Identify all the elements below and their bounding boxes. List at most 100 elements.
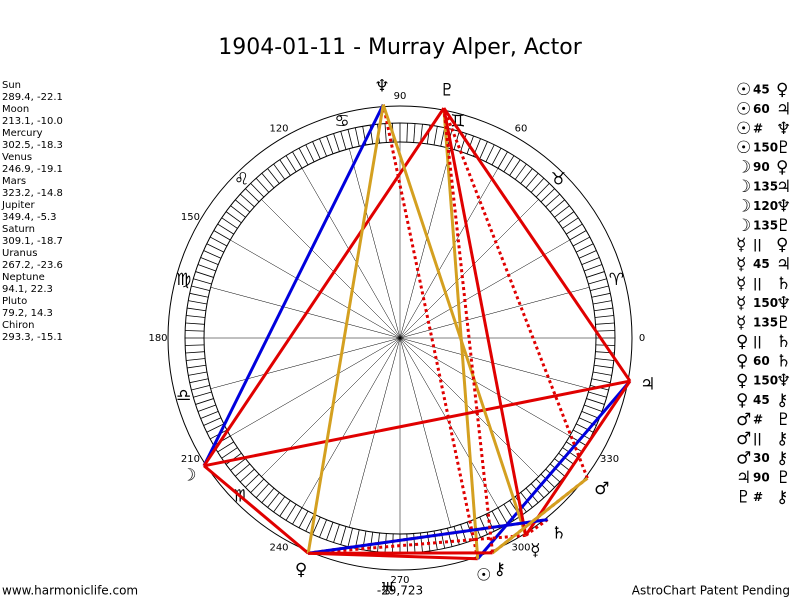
- aspect-right: ♄: [776, 274, 791, 294]
- footer-center: -29,723: [377, 584, 423, 598]
- aspect-right: ♇: [776, 468, 791, 488]
- ring-tick: [588, 278, 607, 285]
- planet-position: 323.2, -14.8: [2, 188, 63, 199]
- planet-name: Uranus: [2, 248, 37, 259]
- aspect-left: ☿: [736, 274, 746, 294]
- aspect-label: 45: [753, 83, 770, 97]
- aspect-left: ☽: [736, 158, 751, 178]
- ring-tick: [187, 364, 206, 369]
- ring-tick: [549, 199, 565, 213]
- ring-tick: [413, 123, 416, 143]
- aspect-left: ☉: [736, 119, 751, 139]
- ring-tick: [333, 524, 340, 543]
- zodiac-sign: ♈: [609, 270, 624, 290]
- ring-tick: [509, 159, 521, 176]
- aspect-line: [524, 380, 632, 537]
- ring-tick: [239, 193, 255, 208]
- ring-tick: [340, 131, 347, 150]
- ring-tick: [185, 344, 205, 346]
- planet-position: 246.9, -19.1: [2, 164, 63, 175]
- aspect-line: [442, 107, 589, 479]
- planet-position: 213.1, -10.0: [2, 116, 63, 127]
- spoke: [301, 337, 401, 508]
- planet-glyph: ♇: [440, 80, 455, 100]
- planet-name: Jupiter: [1, 200, 35, 211]
- aspect-left: ♀: [736, 371, 748, 391]
- planet-glyph: ☉: [476, 566, 491, 586]
- ring-tick: [186, 315, 206, 318]
- planet-name: Mars: [2, 176, 26, 187]
- ring-tick: [572, 429, 591, 440]
- ring-tick: [514, 163, 527, 180]
- ring-tick: [312, 141, 321, 160]
- planet-position: 302.5, -18.3: [2, 140, 63, 151]
- ring-tick: [267, 492, 280, 508]
- ring-tick: [562, 217, 579, 229]
- planet-glyph: ☽: [181, 466, 196, 486]
- ring-tick: [292, 507, 303, 525]
- aspect-label: 150: [753, 374, 778, 388]
- aspect-line: [442, 108, 480, 559]
- planet-glyph: ☿: [530, 541, 540, 561]
- aspect-line: [203, 464, 310, 555]
- ring-tick: [245, 473, 260, 488]
- aspect-right: ♃: [776, 255, 791, 275]
- ring-tick: [279, 500, 291, 517]
- ring-tick: [558, 211, 575, 224]
- degree-label: 300: [511, 543, 530, 554]
- ring-tick: [285, 155, 297, 172]
- ring-tick: [554, 458, 570, 471]
- ring-tick: [312, 516, 321, 535]
- aspect-line: [442, 107, 632, 382]
- ring-tick: [591, 378, 611, 384]
- ring-tick: [535, 183, 550, 198]
- aspect-left: ☉: [736, 80, 751, 100]
- ring-tick: [193, 391, 212, 398]
- ring-tick: [384, 123, 387, 143]
- aspect-left: ♇: [736, 487, 751, 507]
- ring-tick: [245, 188, 260, 203]
- spoke: [301, 168, 401, 339]
- ring-tick: [319, 519, 327, 538]
- aspect-right: ♀: [776, 158, 788, 178]
- ring-tick: [575, 423, 594, 433]
- aspect-label: 30: [753, 451, 770, 465]
- degree-label: 270: [390, 575, 409, 586]
- aspect-label: 90: [753, 160, 770, 174]
- spoke: [399, 337, 451, 528]
- ring-tick: [479, 141, 488, 160]
- ring-tick: [197, 264, 216, 272]
- zodiac-sign: ♎: [176, 386, 191, 406]
- planet-glyph: ♂: [594, 479, 609, 499]
- ring-tick: [197, 404, 216, 412]
- ring-tick: [292, 151, 303, 169]
- ring-tick: [230, 205, 246, 218]
- planet-glyph: ⚷: [493, 559, 505, 579]
- ring-tick: [595, 322, 615, 325]
- aspect-right: ⚷: [776, 449, 788, 469]
- ring-tick: [191, 385, 210, 391]
- aspect-left: ♀: [736, 390, 748, 410]
- aspect-left: ♂: [736, 410, 751, 430]
- ring-tick: [305, 144, 315, 163]
- ring-tick: [592, 371, 612, 376]
- planet-glyph: ♃: [640, 374, 655, 394]
- ring-tick: [347, 528, 353, 547]
- ring-tick: [185, 330, 205, 332]
- ring-tick: [558, 452, 575, 465]
- ring-tick: [239, 468, 255, 483]
- degree-label: 90: [394, 91, 407, 102]
- ring-tick: [406, 123, 408, 143]
- planet-position: 309.1, -18.7: [2, 236, 63, 247]
- aspect-label: 135: [753, 218, 778, 232]
- planet-name: Mercury: [2, 128, 43, 139]
- planet-position: 349.4, -5.3: [2, 212, 57, 223]
- ring-tick: [578, 250, 597, 259]
- aspect-line: [203, 379, 631, 468]
- ring-tick: [594, 315, 614, 318]
- ring-tick: [540, 473, 555, 488]
- ring-tick: [479, 516, 488, 535]
- ring-tick: [530, 177, 545, 193]
- aspect-left: ♀: [736, 352, 748, 372]
- spoke: [210, 337, 401, 389]
